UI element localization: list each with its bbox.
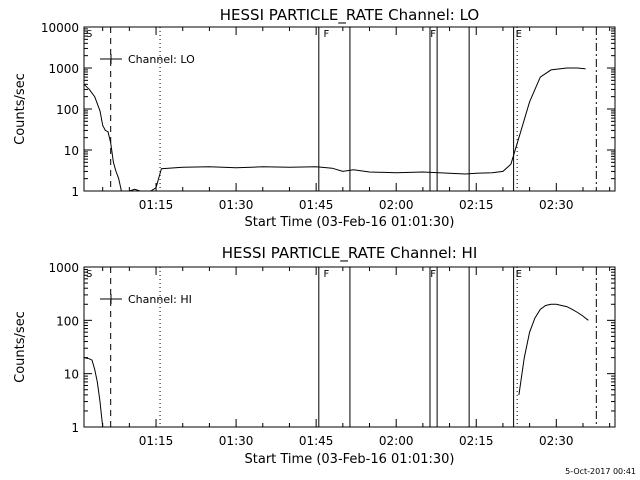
chart-2: HESSI PARTICLE_RATE Channel: HI 1 10 100 100… [13, 244, 616, 467]
chart-title: HESSI PARTICLE_RATE Channel: HI [222, 244, 478, 263]
event-marker-label: E [516, 29, 522, 40]
x-tick-label: 02:15 [459, 434, 494, 448]
y-tick-label: 1 [71, 421, 79, 435]
x-tick-label: 01:30 [219, 434, 254, 448]
legend-label: Channel: LO [128, 53, 195, 66]
chart-1: HESSI PARTICLE_RATE Channel: LO 1 10 100 100… [13, 6, 616, 230]
x-tick-label: 01:15 [139, 434, 174, 448]
series-line [518, 303, 589, 395]
timestamp-stamp: 5-Oct-2017 00:41 [565, 467, 636, 476]
x-tick-label: 02:15 [459, 198, 494, 212]
y-tick-label: 1 [71, 185, 79, 199]
event-marker-label: F [430, 269, 436, 280]
y-tick-label: 10 [64, 144, 79, 158]
x-tick-label: 02:30 [539, 198, 574, 212]
y-tick-label: 100 [56, 103, 79, 117]
y-tick-label: 1000 [48, 261, 79, 275]
y-tick-label: 10 [64, 368, 79, 382]
event-marker-label: F [323, 269, 329, 280]
x-tick-label: 02:00 [379, 434, 414, 448]
y-tick-label: 10000 [41, 21, 79, 35]
x-tick-label: 02:30 [539, 434, 574, 448]
y-tick-label: 1000 [48, 62, 79, 76]
x-tick-label: 01:45 [299, 434, 334, 448]
y-tick-label: 100 [56, 314, 79, 328]
y-axis-label: Counts/sec [13, 73, 28, 145]
series-line [83, 67, 586, 192]
legend-label: Channel: HI [128, 293, 192, 306]
event-marker-label: S [86, 269, 92, 280]
x-axis-label: Start Time (03-Feb-16 01:01:30) [245, 215, 455, 230]
x-tick-label: 01:15 [139, 198, 174, 212]
series-line [83, 357, 104, 428]
event-marker-label: F [323, 29, 329, 40]
x-tick-label: 01:45 [299, 198, 334, 212]
event-marker-label: S [86, 29, 92, 40]
event-marker-label: F [430, 29, 436, 40]
x-axis-label: Start Time (03-Feb-16 01:01:30) [245, 452, 455, 467]
y-axis-label: Counts/sec [13, 311, 28, 383]
x-tick-label: 01:30 [219, 198, 254, 212]
event-marker-label: E [516, 269, 522, 280]
x-tick-label: 02:00 [379, 198, 414, 212]
chart-title: HESSI PARTICLE_RATE Channel: LO [220, 6, 479, 25]
